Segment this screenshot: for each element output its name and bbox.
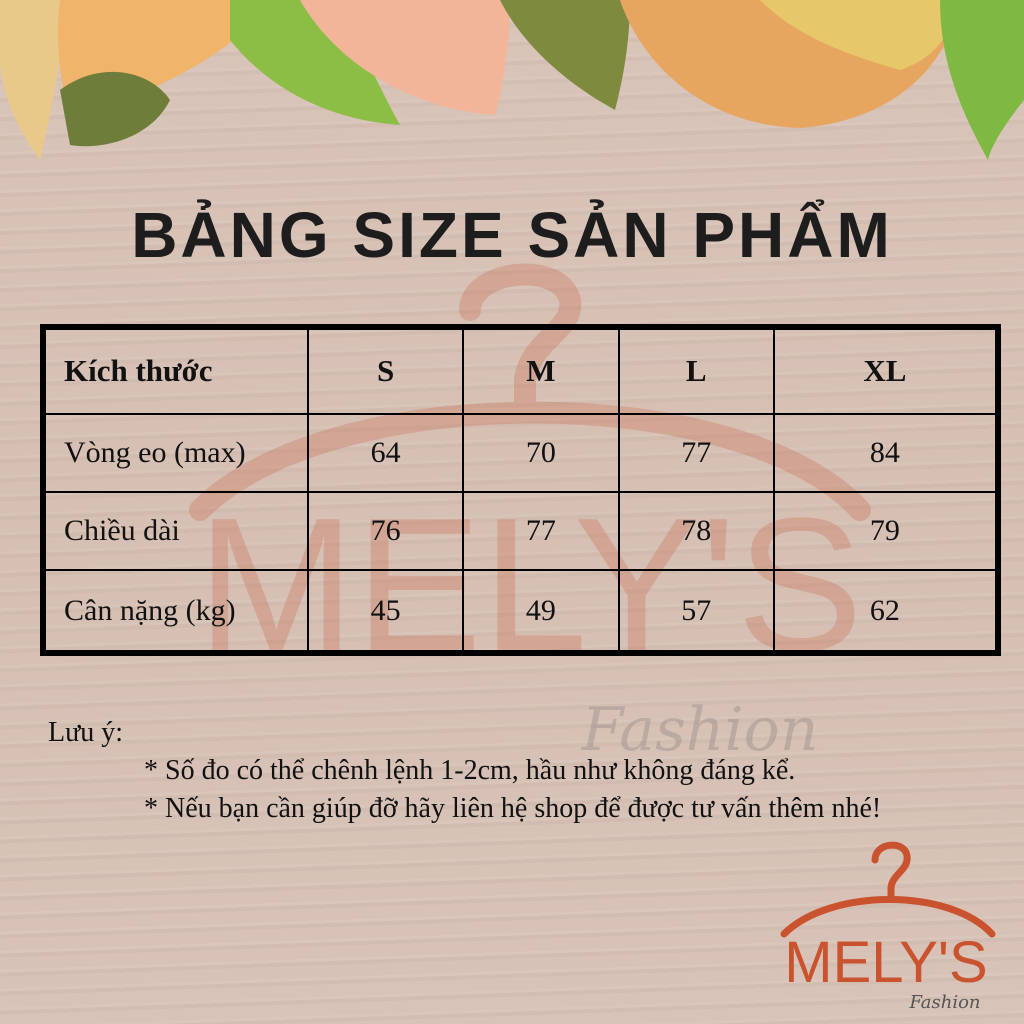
table-cell: 84 xyxy=(772,412,1000,494)
table-cell: 45 xyxy=(306,569,465,654)
brand-tagline: Fashion xyxy=(908,992,980,1013)
table-cell: 49 xyxy=(462,569,620,654)
row-label: Cân nặng (kg) xyxy=(42,569,309,654)
table-cell: 62 xyxy=(772,569,1000,654)
header-cell: L xyxy=(617,326,775,415)
brand-logo: MELY'S Fashion xyxy=(780,841,996,1013)
row-label: Chiều dài xyxy=(42,491,309,572)
header-cell: M xyxy=(462,326,620,415)
table-cell: 76 xyxy=(306,491,465,572)
autumn-leaves-decoration xyxy=(0,0,1024,160)
table-row: Cân nặng (kg) 45 49 57 62 xyxy=(42,569,1000,654)
size-table: Kích thước S M L XL Vòng eo (max) 64 70 … xyxy=(40,324,1001,656)
table-row: Chiều dài 76 77 78 79 xyxy=(42,491,1000,572)
table-cell: 78 xyxy=(617,491,775,572)
note-item: * Nếu bạn cần giúp đỡ hãy liên hệ shop đ… xyxy=(144,793,882,824)
page-title: BẢNG SIZE SẢN PHẨM xyxy=(131,199,893,271)
header-cell: XL xyxy=(772,326,1000,415)
table-cell: 77 xyxy=(617,412,775,494)
notes-section: Lưu ý: * Số đo có thể chênh lệnh 1-2cm, … xyxy=(48,714,881,828)
table-cell: 57 xyxy=(617,569,775,654)
hanger-icon xyxy=(871,841,911,900)
table-cell: 77 xyxy=(462,491,620,572)
svg-text:Fashion: Fashion xyxy=(581,695,819,765)
table-row: Vòng eo (max) 64 70 77 84 xyxy=(42,412,1000,494)
table-cell: 79 xyxy=(772,491,1000,572)
table-cell: 70 xyxy=(462,412,620,494)
table-cell: 64 xyxy=(306,412,465,494)
note-item: * Số đo có thể chênh lệnh 1-2cm, hầu như… xyxy=(144,755,796,786)
notes-label: Lưu ý: xyxy=(48,717,124,748)
brand-name: MELY'S xyxy=(784,930,987,995)
header-cell: Kích thước xyxy=(42,326,309,415)
row-label: Vòng eo (max) xyxy=(42,412,309,494)
header-cell: S xyxy=(306,326,465,415)
table-header-row: Kích thước S M L XL xyxy=(42,326,1000,415)
